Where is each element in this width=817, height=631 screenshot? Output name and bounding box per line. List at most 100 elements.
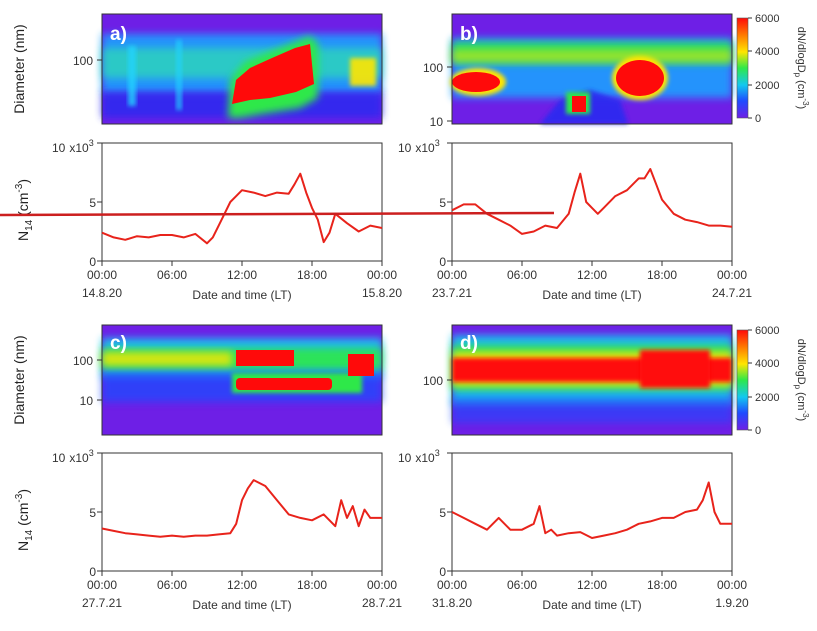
colorbar-d-tick-4000: 4000 [755, 358, 779, 370]
heatmap-c-ytick-10: 10 [80, 394, 94, 408]
panel-label-a: a) [110, 24, 127, 45]
n14-c-xtick-3: 18:00 [297, 578, 327, 592]
heatmap-a-yaxis: 100 [73, 54, 102, 68]
n14-d-ytick-0: 0 [439, 565, 446, 579]
panel-label-d: d) [460, 333, 478, 354]
heatmap-d-ytick-100: 100 [423, 374, 443, 388]
n14-a-xtick-0: 00:00 [87, 268, 117, 282]
heatmap-b-ytick-100: 100 [423, 61, 443, 75]
n14-b-xtick-3: 18:00 [647, 268, 677, 282]
n14-c-end-date: 28.7.21 [362, 596, 402, 610]
n14-a-xaxis: 00:00 06:00 12:00 18:00 00:00 14.8.20 15… [82, 261, 402, 302]
n14-b-xaxis: 00:00 06:00 12:00 18:00 00:00 23.7.21 24… [432, 261, 752, 302]
n14-axis-label-c: N14 (cm-3) [14, 489, 35, 551]
heatmap-b-yaxis: 10 100 [423, 61, 452, 129]
n14-c-yaxis: 0 5 10 x103 [52, 448, 102, 579]
n14-b-ytick-5: 5 [439, 196, 446, 210]
diameter-axis-label-c: Diameter (nm) [11, 335, 27, 424]
overlay-red-line [0, 211, 555, 217]
n14-d-end-date: 1.9.20 [715, 596, 749, 610]
n14-a-xtick-4: 00:00 [367, 268, 397, 282]
colorbar-d: 0 2000 4000 6000 dN/dlogDp(cm-3) [736, 325, 810, 437]
heatmap-c-ytick-100: 100 [73, 354, 93, 368]
heatmap-d-yaxis: 100 [423, 374, 452, 388]
heatmap-a-frame [101, 13, 383, 125]
n14-a-xtick-1: 06:00 [157, 268, 187, 282]
n14-b-end-date: 24.7.21 [712, 286, 752, 300]
n14-d-xtick-3: 18:00 [647, 578, 677, 592]
n14-c-start-date: 27.7.21 [82, 596, 122, 610]
xaxis-label-b: Date and time (LT) [542, 288, 641, 302]
heatmap-a-ytick-label: 100 [73, 54, 93, 68]
n14-frame-b [451, 142, 733, 262]
n14-b-xtick-2: 12:00 [577, 268, 607, 282]
n14-d-xtick-2: 12:00 [577, 578, 607, 592]
colorbar-b-tick-6000: 6000 [755, 13, 779, 25]
n14-a-start-date: 14.8.20 [82, 286, 122, 300]
n14-d-xaxis: 00:00 06:00 12:00 18:00 00:00 31.8.20 1.… [432, 571, 749, 612]
n14-c-ytick-10: 10 x103 [52, 448, 94, 465]
n14-line-d [451, 481, 732, 539]
n14-d-xtick-0: 00:00 [437, 578, 467, 592]
n14-series-a [101, 172, 383, 245]
n14-d-ytick-5: 5 [439, 506, 446, 520]
n14-line-c [101, 479, 382, 538]
xaxis-label-c: Date and time (LT) [192, 598, 291, 612]
colorbar-b-label: dN/dlogDp(cm-3) [793, 27, 810, 109]
n14-axis-label-a: N14 (cm-3) [14, 179, 35, 241]
n14-series-b [451, 168, 733, 235]
colorbar-d-tick-0: 0 [755, 425, 761, 437]
panel-a: a) 100 Diameter (nm) 0 5 10 x103 N14 (cm-… [11, 13, 402, 302]
n14-line-a [101, 172, 383, 245]
n14-a-xtick-2: 12:00 [227, 268, 257, 282]
n14-b-start-date: 23.7.21 [432, 286, 472, 300]
colorbar-d-tick-2000: 2000 [755, 392, 779, 404]
panel-label-c: c) [110, 333, 127, 354]
n14-frame-c [101, 452, 383, 572]
n14-frame-a [101, 142, 383, 262]
heatmap-c-frame [101, 324, 383, 436]
n14-b-ytick-0: 0 [439, 255, 446, 269]
n14-a-ytick-0: 0 [89, 255, 96, 269]
diameter-axis-label-a: Diameter (nm) [11, 24, 27, 113]
panel-label-b: b) [460, 24, 478, 45]
n14-d-yaxis: 0 5 10 x103 [398, 448, 452, 579]
n14-d-xtick-4: 00:00 [717, 578, 747, 592]
n14-a-ytick-10: 10 x103 [52, 138, 94, 155]
n14-series-c [101, 479, 382, 538]
colorbar-d-tick-6000: 6000 [755, 325, 779, 337]
n14-c-xaxis: 00:00 06:00 12:00 18:00 00:00 27.7.21 28… [82, 571, 402, 612]
xaxis-label-d: Date and time (LT) [542, 598, 641, 612]
colorbar-d-label: dN/dlogDp(cm-3) [793, 339, 810, 421]
heatmap-b [450, 14, 732, 124]
colorbar-b-tick-2000: 2000 [755, 80, 779, 92]
n14-d-start-date: 31.8.20 [432, 596, 472, 610]
n14-b-ytick-10: 10 x103 [398, 138, 440, 155]
n14-c-xtick-0: 00:00 [87, 578, 117, 592]
n14-a-ytick-5: 5 [89, 196, 96, 210]
n14-b-xtick-1: 06:00 [507, 268, 537, 282]
n14-b-xtick-4: 00:00 [717, 268, 747, 282]
n14-a-xtick-3: 18:00 [297, 268, 327, 282]
panel-b: b) 10 100 0 5 10 x103 00:00 06:00 12:00 1 [398, 13, 810, 302]
heatmap-c [102, 325, 382, 435]
heatmap-b-ytick-10: 10 [430, 115, 444, 129]
heatmap-c-yaxis: 10 100 [73, 354, 102, 408]
n14-c-xtick-2: 12:00 [227, 578, 257, 592]
n14-a-end-date: 15.8.20 [362, 286, 402, 300]
panel-d: d) 100 0 5 10 x103 00:00 06:00 12:00 18:0… [398, 324, 810, 612]
n14-c-xtick-1: 06:00 [157, 578, 187, 592]
n14-d-ytick-10: 10 x103 [398, 448, 440, 465]
panel-c: c) 10 100 Diameter (nm) 0 5 10 x103 N14 (… [11, 324, 402, 612]
n14-line-b [451, 168, 733, 235]
n14-d-xtick-1: 06:00 [507, 578, 537, 592]
xaxis-label-a: Date and time (LT) [192, 288, 291, 302]
n14-a-yaxis: 0 5 10 x103 [52, 138, 102, 269]
heatmap-b-frame [451, 13, 733, 125]
n14-c-ytick-5: 5 [89, 506, 96, 520]
n14-c-ytick-0: 0 [89, 565, 96, 579]
n14-c-xtick-4: 00:00 [367, 578, 397, 592]
n14-b-xtick-0: 00:00 [437, 268, 467, 282]
heatmap-a [102, 14, 382, 124]
